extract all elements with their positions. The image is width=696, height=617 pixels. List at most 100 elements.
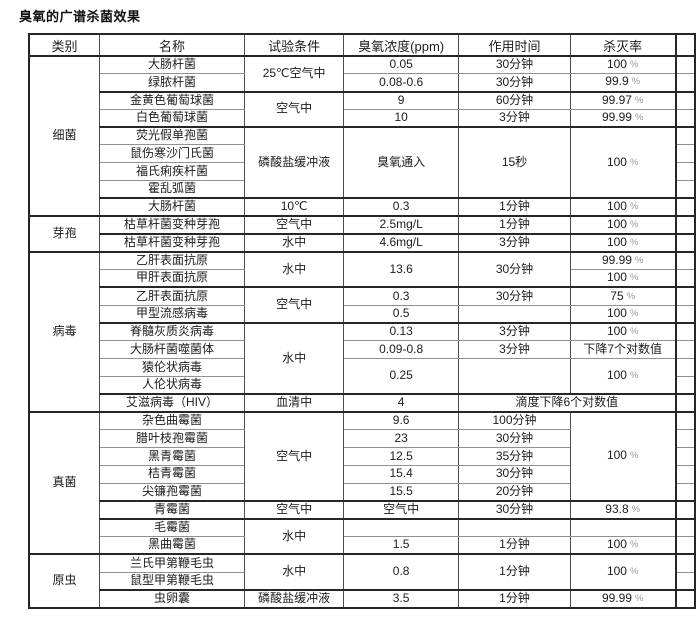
time-cell: 30分钟 (458, 429, 571, 449)
concentration-cell: 0.5 (343, 304, 460, 324)
kill-rate-cell: 93.8% (569, 499, 677, 520)
percent-sign: % (629, 370, 639, 382)
time-cell: 3分钟 (458, 108, 571, 128)
cutoff-column-cell (674, 536, 695, 555)
condition-cell: 磷酸盐缓冲液 (244, 126, 345, 199)
percent-sign: % (629, 219, 639, 231)
condition-cell: 水中 (244, 250, 345, 288)
table-row: 毛霉菌 水中 (29, 517, 695, 555)
concentration-cell: 4 (343, 393, 460, 413)
condition-cell: 25℃空气中 (244, 55, 345, 93)
concentration-cell: 15.4 (343, 464, 460, 484)
category-cell: 芽孢 (28, 215, 100, 253)
concentration-cell: 0.13 (343, 321, 460, 342)
header-time: 作用时间 (458, 33, 571, 57)
name-cell: 白色葡萄球菌 (98, 108, 246, 128)
cutoff-column-cell (674, 447, 695, 466)
kill-rate-cell: 99.99% (569, 108, 677, 128)
header-kill-rate: 杀灭率 (569, 33, 677, 57)
kill-rate-cell: 100% (569, 410, 677, 502)
time-cell: 20分钟 (458, 482, 571, 502)
table-row: 尖镰孢霉菌 15.5 20分钟 (29, 482, 695, 502)
header-concentration: 臭氧浓度(ppm) (343, 33, 460, 57)
category-cell: 细菌 (28, 54, 100, 217)
cutoff-column-cell (674, 232, 695, 253)
concentration-cell: 9 (343, 90, 460, 110)
cutoff-column-cell (674, 180, 695, 199)
time-cell: 滴度下降6个对数值 (458, 393, 676, 413)
condition-cell: 空气中 (244, 286, 345, 324)
concentration-cell: 0.3 (343, 286, 460, 306)
percent-sign: % (629, 326, 639, 338)
concentration-cell: 0.8 (343, 553, 460, 591)
kill-rate-cell: 100% (569, 553, 677, 591)
time-cell: 30分钟 (458, 73, 571, 93)
table-row: 黑曲霉菌 1.5 1分钟 100% (29, 536, 695, 555)
table-row: 猿伦状病毒 0.25 100% (29, 358, 695, 395)
condition-cell: 10℃ (244, 197, 345, 217)
time-cell: 30分钟 (458, 499, 571, 520)
category-cell: 病毒 (28, 250, 100, 413)
percent-sign: % (629, 539, 639, 551)
kill-rate-cell: 100% (569, 126, 677, 199)
concentration-cell: 0.08-0.6 (343, 73, 460, 93)
cutoff-column-cell (674, 162, 695, 182)
name-cell: 金黄色葡萄球菌 (98, 90, 246, 110)
name-cell: 桔青霉菌 (98, 464, 246, 484)
percent-sign: % (626, 290, 636, 302)
name-cell: 青霉菌 (98, 499, 246, 520)
name-cell: 乙肝表面抗原 (98, 286, 246, 306)
concentration-cell: 0.05 (343, 55, 460, 75)
name-cell: 鼠伤寒沙门氏菌 (98, 144, 246, 164)
table-row: 黑青霉菌 12.5 35分钟 (29, 447, 695, 466)
name-cell: 尖镰孢霉菌 (98, 482, 246, 502)
name-cell: 兰氏甲第鞭毛虫 (98, 553, 246, 573)
header-condition: 试验条件 (244, 33, 345, 57)
cutoff-column-cell (674, 286, 695, 306)
concentration-cell: 2.5mg/L (343, 215, 460, 235)
condition-cell: 空气中 (244, 215, 345, 235)
percent-sign: % (634, 592, 644, 604)
cutoff-column-cell (674, 375, 695, 395)
cutoff-column-cell (674, 571, 695, 591)
table-row: 荧光假单孢菌 磷酸盐缓冲液 臭氧通入 15秒 100% (29, 126, 695, 199)
kill-rate-cell: 100% (569, 321, 677, 342)
percent-sign: % (634, 112, 644, 124)
concentration-cell: 23 (343, 429, 460, 449)
percent-sign: % (634, 94, 644, 106)
table-row: 脊髓灰质炎病毒 水中 0.13 3分钟 100% (29, 321, 695, 395)
concentration-cell: 15.5 (343, 482, 460, 502)
time-cell: 35分钟 (458, 447, 571, 466)
cutoff-column-cell (674, 73, 695, 93)
name-cell: 虫卵囊 (98, 588, 246, 609)
concentration-cell: 13.6 (343, 250, 460, 288)
percent-sign: % (629, 59, 639, 71)
percent-sign: % (634, 254, 644, 266)
name-cell: 霍乱弧菌 (98, 180, 246, 199)
name-cell: 猿伦状病毒 (98, 358, 246, 377)
cutoff-column-cell (674, 482, 695, 502)
time-cell: 1分钟 (458, 553, 571, 591)
name-cell: 毛霉菌 (98, 517, 246, 538)
category-cell: 真菌 (28, 410, 100, 555)
kill-rate-cell: 100% (569, 215, 677, 235)
table-row: 原虫 兰氏甲第鞭毛虫 水中 0.8 1分钟 100% (28, 553, 695, 609)
table-row: 白色葡萄球菌 10 3分钟 99.99% (29, 108, 695, 128)
kill-rate-cell: 下降7个对数值 (569, 340, 677, 360)
name-cell: 绿脓杆菌 (98, 73, 246, 93)
name-cell: 大肠杆菌 (98, 197, 246, 217)
concentration-cell: 3.5 (343, 588, 460, 609)
table-row: 大肠杆菌 10℃ 0.3 1分钟 100% (29, 197, 695, 217)
kill-rate-cell: 100% (569, 358, 677, 395)
table-row: 绿脓杆菌 0.08-0.6 30分钟 99.9% (29, 73, 695, 93)
percent-sign: % (631, 503, 641, 515)
name-cell: 黑曲霉菌 (98, 536, 246, 555)
name-cell: 大肠杆菌噬菌体 (98, 340, 246, 360)
table-row: 人伦状病毒 (29, 375, 695, 395)
time-cell: 30分钟 (458, 250, 571, 288)
cutoff-column-cell (674, 269, 695, 288)
time-cell (458, 517, 571, 538)
kill-rate-cell: 99.9% (569, 73, 677, 93)
time-cell (458, 358, 571, 395)
